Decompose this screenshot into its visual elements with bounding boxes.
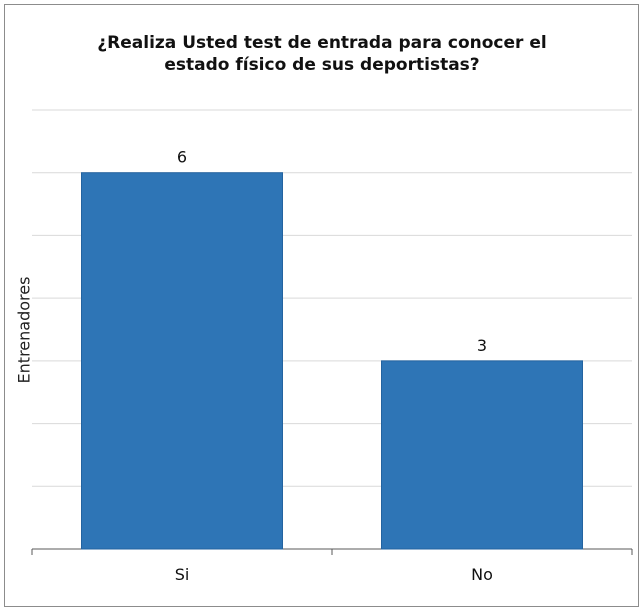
data-label: 3 (477, 336, 487, 355)
bar-no (381, 360, 583, 550)
x-tick-label: Si (175, 565, 190, 584)
chart-title: ¿Realiza Usted test de entrada para cono… (0, 32, 644, 76)
chart-title-line-1: ¿Realiza Usted test de entrada para cono… (97, 33, 547, 53)
chart-title-line-2: estado físico de sus deportistas? (164, 55, 480, 75)
x-tick-label: No (471, 565, 493, 584)
bar-si (81, 172, 283, 550)
data-label: 6 (177, 148, 187, 167)
